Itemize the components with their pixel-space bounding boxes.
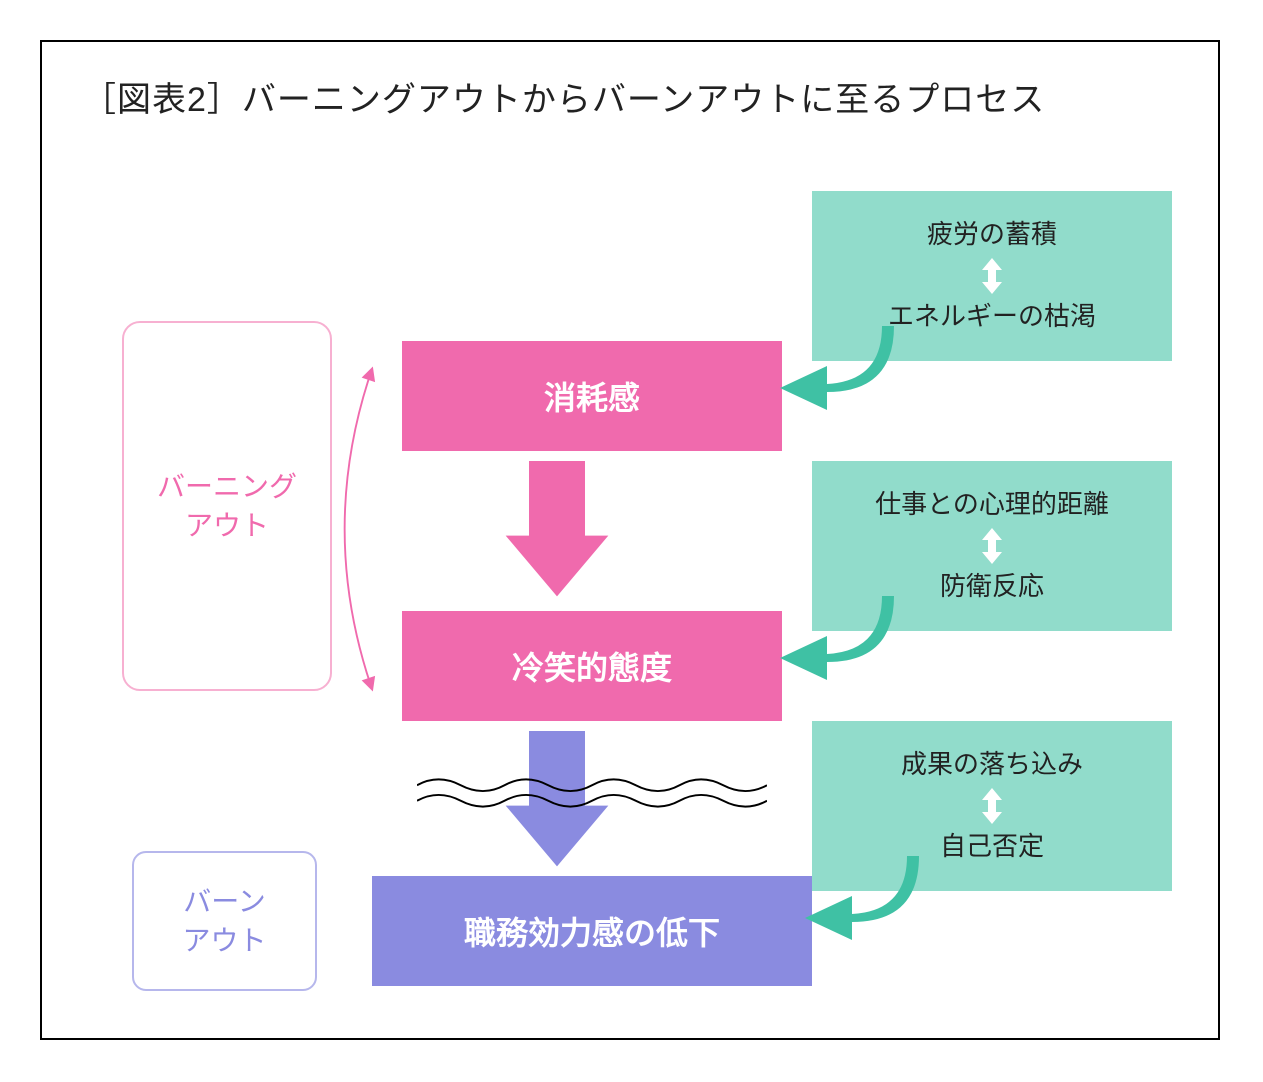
diagram-canvas: バーニング アウト バーン アウト 消耗感 冷笑的態度 (82, 131, 1178, 1011)
updown-arrow-icon (980, 788, 1004, 824)
results-line: 成果の落ち込み (901, 748, 1083, 782)
burning-out-line2: アウト (185, 506, 269, 545)
updown-arrow-icon (980, 528, 1004, 564)
burn-out-line1: バーン (183, 882, 266, 921)
curved-arrow-teal-icon (772, 596, 902, 706)
cynicism-label: 冷笑的態度 (512, 643, 672, 689)
efficacy-node: 職務効力感の低下 (372, 876, 812, 986)
burn-out-line2: アウト (182, 921, 266, 960)
curved-arrow-teal-icon (772, 326, 902, 436)
defense-line: 防衛反応 (940, 570, 1044, 604)
diagram-frame: ［図表2］バーニングアウトからバーンアウトに至るプロセス バーニング アウト バ… (40, 40, 1220, 1040)
cynicism-node: 冷笑的態度 (402, 611, 782, 721)
burn-out-label-box: バーン アウト (132, 851, 317, 991)
fatigue-line: 疲労の蓄積 (927, 218, 1057, 252)
exhaustion-label: 消耗感 (544, 373, 640, 419)
bidirectional-curve-arrow-icon (307, 359, 387, 699)
wave-divider-icon (417, 773, 767, 813)
distance-line: 仕事との心理的距離 (875, 488, 1109, 522)
down-arrow-pink-icon (497, 461, 617, 601)
denial-line: 自己否定 (940, 830, 1044, 864)
efficacy-label: 職務効力感の低下 (464, 908, 720, 954)
updown-arrow-icon (980, 258, 1004, 294)
curved-arrow-teal-icon (797, 856, 927, 966)
burning-out-line1: バーニング (157, 467, 297, 506)
exhaustion-node: 消耗感 (402, 341, 782, 451)
diagram-title: ［図表2］バーニングアウトからバーンアウトに至るプロセス (82, 72, 1178, 121)
burning-out-label-box: バーニング アウト (122, 321, 332, 691)
energy-line: エネルギーの枯渇 (888, 300, 1096, 334)
